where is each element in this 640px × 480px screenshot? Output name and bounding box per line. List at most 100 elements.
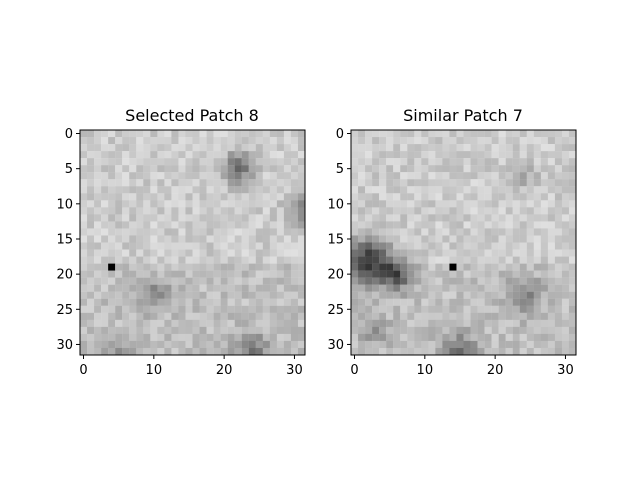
pixel-cell — [87, 242, 95, 250]
pixel-cell — [164, 179, 172, 187]
pixel-cell — [234, 130, 242, 138]
pixel-cell — [372, 284, 380, 292]
pixel-cell — [568, 340, 577, 349]
pixel-cell — [220, 144, 228, 152]
pixel-cell — [568, 221, 577, 229]
pixel-cell — [421, 291, 429, 299]
pixel-cell — [561, 326, 570, 335]
pixel-cell — [421, 130, 429, 138]
pixel-cell — [414, 186, 422, 194]
pixel-cell — [358, 221, 366, 229]
pixel-cell — [498, 347, 506, 356]
pixel-cell — [262, 165, 270, 173]
pixel-cell — [428, 228, 436, 236]
pixel-cell — [484, 298, 492, 306]
pixel-cell — [297, 326, 306, 335]
pixel-cell — [269, 179, 278, 187]
pixel-cell — [157, 319, 165, 328]
pixel-cell — [505, 151, 513, 159]
pixel-cell — [290, 333, 299, 342]
pixel-cell — [227, 249, 235, 257]
pixel-cell — [561, 235, 570, 243]
pixel-cell — [554, 228, 563, 236]
pixel-cell — [400, 298, 408, 306]
pixel-cell — [547, 235, 556, 243]
pixel-cell — [192, 130, 200, 138]
pixel-cell — [241, 151, 249, 159]
pixel-cell — [283, 228, 292, 236]
pixel-cell — [540, 347, 549, 356]
pixel-cell — [498, 214, 506, 222]
pixel-cell — [400, 235, 408, 243]
pixel-cell — [393, 137, 401, 145]
pixel-cell — [463, 270, 471, 278]
pixel-cell — [136, 298, 144, 306]
pixel-cell — [463, 172, 471, 180]
pixel-cell — [115, 186, 123, 194]
pixel-cell — [519, 347, 527, 356]
pixel-cell — [115, 144, 123, 152]
pixel-cell — [414, 193, 422, 201]
pixel-cell — [115, 319, 123, 328]
pixel-cell — [449, 144, 457, 152]
pixel-cell — [234, 284, 242, 292]
pixel-cell — [108, 221, 116, 229]
pixel-cell — [206, 333, 214, 342]
pixel-cell — [255, 270, 263, 278]
pixel-cell — [414, 228, 422, 236]
pixel-cell — [400, 151, 408, 159]
pixel-cell — [157, 193, 165, 201]
pixel-cell — [192, 312, 200, 320]
pixel-cell — [407, 256, 415, 264]
pixel-cell — [227, 312, 235, 320]
pixel-cell — [400, 186, 408, 194]
pixel-cell — [477, 347, 485, 356]
pixel-cell — [456, 214, 464, 222]
pixel-cell — [283, 130, 292, 138]
pixel-cell — [554, 256, 563, 264]
pixel-cell — [358, 284, 366, 292]
pixel-cell — [255, 284, 263, 292]
pixel-cell — [234, 305, 242, 313]
pixel-cell — [372, 151, 380, 159]
pixel-cell — [372, 298, 380, 306]
pixel-cell — [358, 137, 366, 145]
pixel-cell — [220, 333, 228, 342]
pixel-cell — [533, 172, 541, 180]
pixel-cell — [115, 340, 123, 349]
pixel-cell — [255, 228, 263, 236]
pixel-cell — [248, 305, 256, 313]
pixel-cell — [540, 151, 549, 159]
pixel-cell — [456, 312, 464, 320]
pixel-cell — [164, 214, 172, 222]
pixel-cell — [262, 158, 270, 166]
pixel-cell — [421, 284, 429, 292]
pixel-cell — [199, 291, 207, 299]
pixel-cell — [206, 326, 214, 335]
pixel-cell — [157, 333, 165, 342]
pixel-cell — [512, 158, 520, 166]
pixel-cell — [283, 242, 292, 250]
pixel-cell — [519, 144, 527, 152]
pixel-cell — [470, 207, 478, 215]
pixel-cell — [498, 228, 506, 236]
pixel-cell — [519, 158, 527, 166]
pixel-cell — [407, 151, 415, 159]
pixel-cell — [164, 298, 172, 306]
pixel-cell — [484, 144, 492, 152]
pixel-cell — [108, 200, 116, 208]
pixel-cell — [561, 333, 570, 342]
pixel-cell — [157, 144, 165, 152]
pixel-cell — [108, 333, 116, 342]
pixel-cell — [136, 312, 144, 320]
pixel-cell — [505, 158, 513, 166]
pixel-cell — [351, 144, 359, 152]
pixel-cell — [283, 270, 292, 278]
pixel-cell — [561, 319, 570, 328]
pixel-cell — [171, 263, 179, 271]
pixel-cell — [533, 277, 541, 285]
pixel-cell — [101, 137, 109, 145]
pixel-cell — [178, 200, 186, 208]
pixel-cell — [554, 151, 563, 159]
pixel-cell — [414, 249, 422, 257]
